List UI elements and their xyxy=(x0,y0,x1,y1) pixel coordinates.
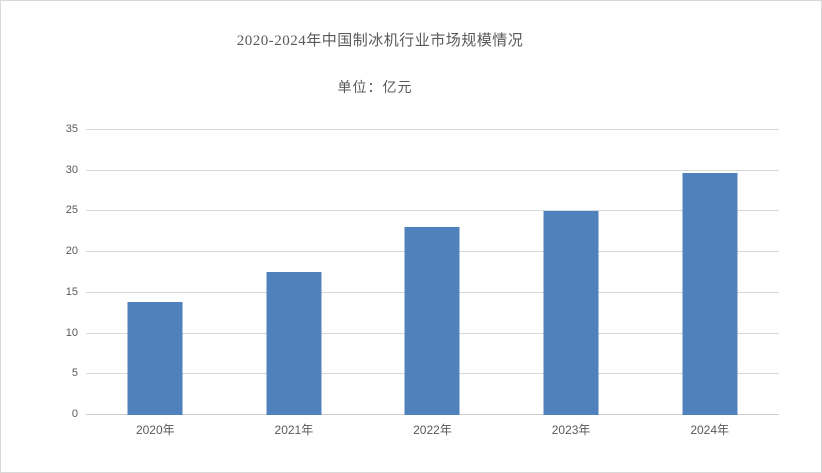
bar-2021年 xyxy=(266,271,322,415)
gridline-30 xyxy=(86,169,779,171)
bar-2023年 xyxy=(543,210,599,415)
x-tick-label-2022年: 2022年 xyxy=(413,423,452,437)
bar-slot-2022年: 2022年 xyxy=(363,130,502,437)
x-tick-label-2020年: 2020年 xyxy=(135,423,175,437)
y-tick-label-25: 25 xyxy=(65,204,78,217)
x-tick-label-2024年: 2024年 xyxy=(690,423,730,437)
gridline-35 xyxy=(86,129,779,130)
x-tick-label-2023年: 2023年 xyxy=(551,423,591,437)
y-tick-label-0: 0 xyxy=(71,408,78,420)
x-tick-label-2021年: 2021年 xyxy=(274,423,314,437)
bar-2024年 xyxy=(682,173,738,415)
y-tick-label-15: 15 xyxy=(65,285,78,298)
bar-slot-2021年: 2021年 xyxy=(225,130,364,437)
y-tick-label-20: 20 xyxy=(65,245,78,258)
bar-series: 2020年 2021年 2022年 2023年 2024年 xyxy=(86,130,779,437)
bar-2020年 xyxy=(127,301,183,415)
y-tick-label-5: 5 xyxy=(71,367,78,380)
bar-slot-2020年: 2020年 xyxy=(86,130,225,437)
y-tick-label-10: 10 xyxy=(65,326,78,339)
y-tick-label-35: 35 xyxy=(65,123,78,135)
chart-title: 2020-2024年中国制冰机行业市场规模情况 xyxy=(236,33,524,49)
bar-slot-2023年: 2023年 xyxy=(502,130,641,437)
chart-unit-label: 单位：亿元 xyxy=(337,81,413,96)
y-tick-label-30: 30 xyxy=(65,163,78,176)
bar-slot-2024年: 2024年 xyxy=(640,130,779,437)
gridline-25 xyxy=(86,210,779,212)
plot-area: 0 5 10 15 20 25 30 35 2020年 2021年 2022年 2023年 2024年 xyxy=(66,123,779,437)
bar-2022年 xyxy=(404,226,460,415)
